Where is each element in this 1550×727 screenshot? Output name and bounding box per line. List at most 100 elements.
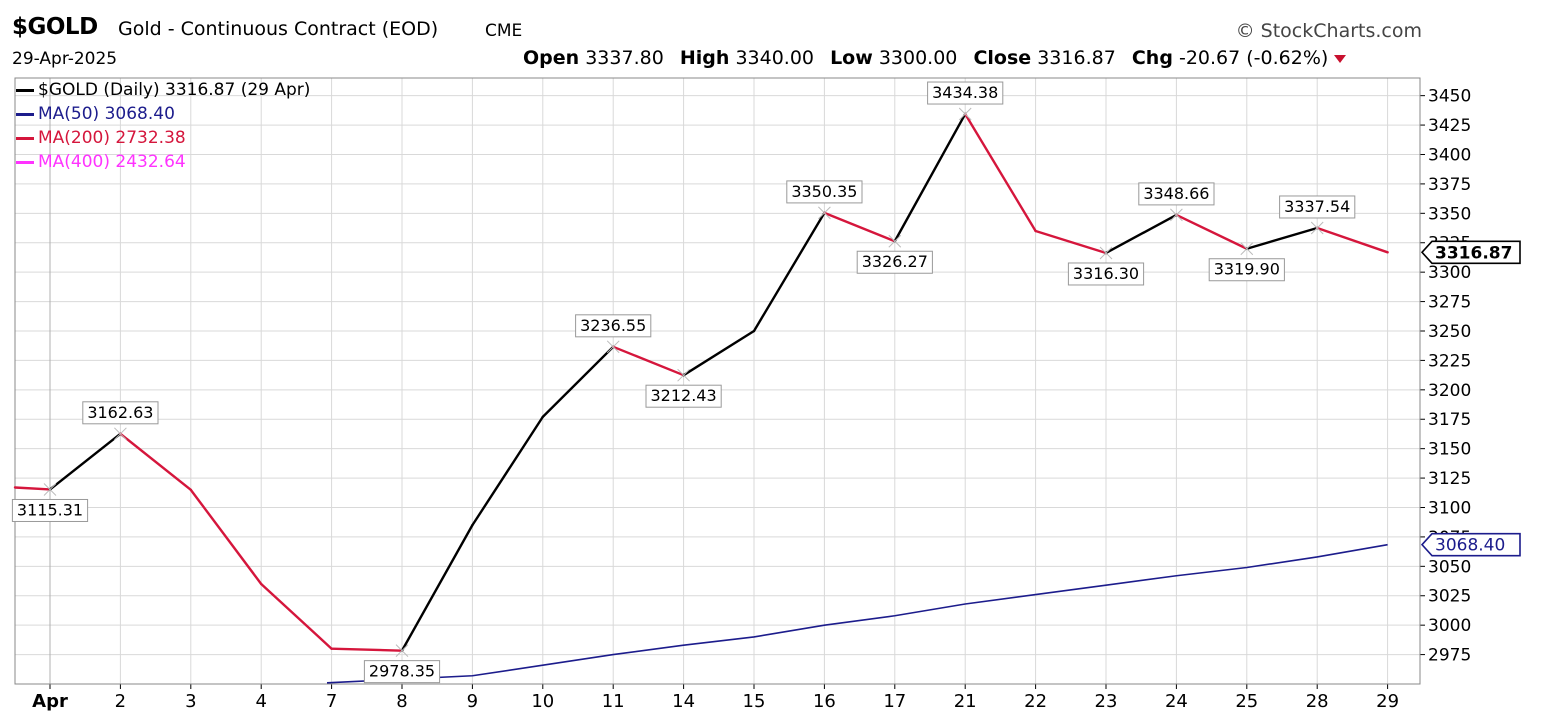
price-segment [964, 112, 1037, 233]
y-tick-label: 3300 [1428, 263, 1471, 283]
legend-item-ma50: MA(50) 3068.40 [16, 104, 175, 124]
y-tick-label: 3175 [1428, 410, 1471, 430]
data-label: 2978.35 [369, 662, 435, 681]
data-label-box [1208, 258, 1285, 282]
x-tick-label: 17 [883, 691, 906, 712]
x-tick-label: 15 [743, 691, 766, 712]
price-segment [1175, 213, 1249, 250]
point-marker [677, 368, 690, 382]
legend-swatch-ma50 [16, 112, 34, 116]
data-label: 3350.35 [791, 182, 857, 201]
data-label: 3162.63 [87, 403, 153, 422]
legend-item-price: $GOLD (Daily) 3316.87 (29 Apr) [16, 80, 310, 100]
data-label-box [363, 660, 441, 684]
price-segment [893, 112, 967, 243]
y-tick-label: 3050 [1428, 557, 1471, 577]
data-label-box [1067, 262, 1145, 286]
plot-frame [14, 77, 1421, 685]
point-marker [888, 234, 902, 248]
symbol-title: $GOLD [12, 14, 98, 40]
x-tick-label: 25 [1235, 691, 1258, 712]
legend-label-ma50: MA(50) 3068.40 [38, 104, 175, 124]
high-value: 3340.00 [735, 47, 815, 69]
price-segment [119, 432, 193, 492]
point-marker [606, 340, 620, 354]
price-segment [400, 523, 474, 652]
data-label: 3337.54 [1284, 197, 1350, 216]
last-price-flag [1420, 240, 1521, 265]
price-segment [189, 488, 263, 586]
price-segment [752, 211, 826, 333]
price-segment [823, 211, 896, 243]
point-marker [958, 107, 972, 121]
x-tick-label: Apr [32, 691, 68, 712]
price-segment [682, 329, 756, 377]
ma50-flag [1420, 532, 1521, 557]
data-label-box [786, 180, 863, 204]
x-tick-label: 28 [1306, 691, 1329, 712]
legend-label-ma400: MA(400) 2432.64 [38, 152, 186, 172]
low-label: Low [830, 47, 873, 69]
point-marker [1170, 208, 1183, 222]
y-tick-label: 3450 [1428, 87, 1471, 107]
data-label-box [82, 401, 159, 425]
x-tick-label: 22 [1024, 691, 1047, 712]
chg-value: -20.67 (-0.62%) [1178, 47, 1329, 69]
x-tick-label: 10 [531, 691, 554, 712]
x-tick-label: 9 [467, 691, 478, 712]
symbol-description: Gold - Continuous Contract (EOD) [118, 18, 439, 40]
open-value: 3337.80 [585, 47, 664, 69]
exchange-label: CME [485, 21, 523, 41]
x-tick-label: 3 [185, 691, 196, 712]
price-segment [612, 345, 685, 377]
price-segment [471, 415, 544, 527]
low-value: 3300.00 [878, 47, 958, 69]
data-label-box [927, 81, 1004, 105]
x-tick-label: 11 [602, 691, 625, 712]
ma50-flag-label: 3068.40 [1435, 536, 1505, 556]
data-label-box [1279, 195, 1356, 219]
point-marker [1310, 221, 1324, 235]
x-tick-label: 7 [326, 691, 337, 712]
high-label: High [679, 47, 730, 69]
data-label-box [856, 250, 933, 274]
price-segment [260, 582, 333, 650]
point-marker [43, 483, 57, 496]
data-label: 3236.55 [580, 316, 646, 335]
x-tick-label: 2 [115, 691, 126, 712]
y-tick-label: 3350 [1428, 204, 1471, 224]
x-tick-label: 21 [954, 691, 977, 712]
x-tick-label: 23 [1095, 691, 1118, 712]
price-segment [1034, 229, 1108, 255]
y-tick-label: 3000 [1428, 616, 1471, 636]
point-marker [395, 644, 409, 657]
ohlc-readout: Open 3337.80 High 3340.00 Low 3300.00 Cl… [523, 47, 1347, 69]
legend-swatch-ma200 [16, 136, 34, 140]
brand-label[interactable]: © StockCharts.com [1235, 20, 1422, 42]
y-tick-label: 3025 [1428, 587, 1471, 607]
point-marker [1240, 242, 1254, 256]
data-label-box [575, 314, 652, 338]
data-label-box [11, 498, 89, 522]
last-price-flag-label: 3316.87 [1435, 243, 1512, 263]
data-label: 3316.30 [1073, 264, 1139, 283]
y-tick-label: 3375 [1428, 175, 1471, 195]
close-label: Close [973, 47, 1032, 69]
y-tick-label: 3200 [1428, 381, 1471, 401]
y-tick-label: 3425 [1428, 116, 1471, 136]
legend-label-price: $GOLD (Daily) 3316.87 (29 Apr) [38, 80, 311, 100]
x-tick-label: 29 [1376, 691, 1399, 712]
y-tick-label: 3100 [1428, 498, 1471, 518]
point-marker [1099, 246, 1113, 260]
data-label: 3115.31 [17, 500, 83, 519]
open-label: Open [523, 47, 580, 69]
price-segment [330, 647, 404, 652]
price-segment [13, 486, 52, 491]
point-marker [114, 427, 127, 441]
chart-date: 29-Apr-2025 [12, 49, 118, 69]
legend-swatch-ma400 [16, 160, 34, 164]
data-label: 3212.43 [651, 386, 717, 405]
y-tick-label: 3225 [1428, 351, 1471, 371]
legend-label-ma200: MA(200) 2732.38 [38, 128, 186, 148]
